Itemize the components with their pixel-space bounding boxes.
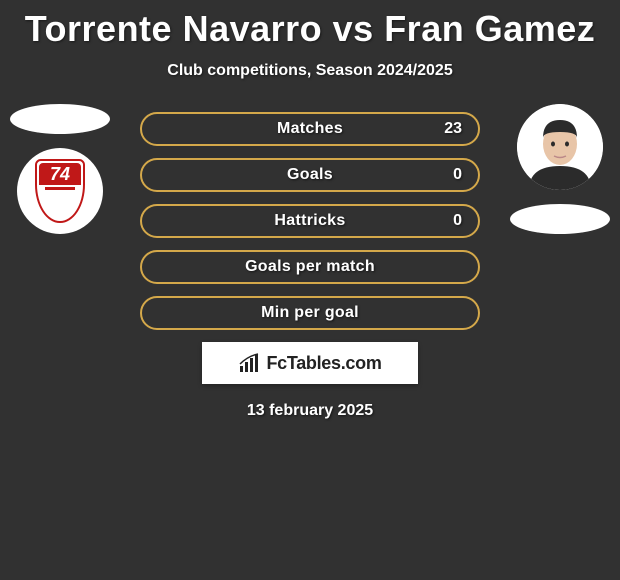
crest-letters: 74 [39, 163, 81, 185]
date-label: 13 february 2025 [0, 402, 620, 420]
player-right [510, 104, 610, 234]
watermark: FcTables.com [202, 342, 418, 384]
watermark-text: FcTables.com [266, 353, 381, 374]
chart-icon [238, 352, 260, 374]
stat-label: Goals [287, 166, 333, 184]
stat-value-right: 0 [453, 166, 462, 184]
subtitle: Club competitions, Season 2024/2025 [0, 62, 620, 80]
page-title: Torrente Navarro vs Fran Gamez [0, 0, 620, 50]
stat-row-goals: Goals 0 [140, 158, 480, 192]
player-right-ellipse [510, 204, 610, 234]
stat-label: Goals per match [245, 258, 375, 276]
player-right-headshot [517, 104, 603, 190]
stat-row-min-per-goal: Min per goal [140, 296, 480, 330]
comparison-content: 74 Matches 23 Goals 0 [0, 112, 620, 420]
stat-value-right: 0 [453, 212, 462, 230]
stat-row-hattricks: Hattricks 0 [140, 204, 480, 238]
stat-row-goals-per-match: Goals per match [140, 250, 480, 284]
stats-list: Matches 23 Goals 0 Hattricks 0 Goals per… [140, 112, 480, 330]
stat-label: Matches [277, 120, 343, 138]
player-left: 74 [10, 104, 110, 234]
stat-value-right: 23 [444, 120, 462, 138]
stat-label: Hattricks [274, 212, 345, 230]
player-left-ellipse [10, 104, 110, 134]
stat-row-matches: Matches 23 [140, 112, 480, 146]
player-left-crest: 74 [17, 148, 103, 234]
stat-label: Min per goal [261, 304, 359, 322]
